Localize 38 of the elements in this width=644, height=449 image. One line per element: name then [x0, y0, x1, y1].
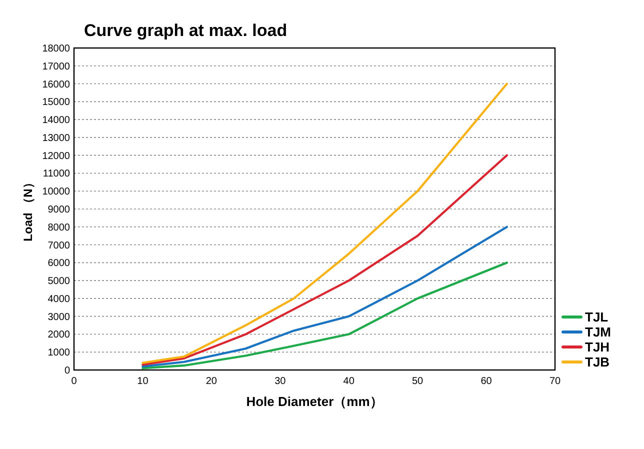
y-tick-label: 0: [64, 366, 70, 376]
line-series: [142, 226, 508, 368]
y-tick-label: 8000: [48, 222, 70, 234]
x-tick-label: 60: [480, 376, 492, 387]
y-tick-label: 13000: [42, 132, 70, 144]
y-tick-label: 16000: [42, 79, 70, 90]
legend-label: TJB: [585, 354, 610, 370]
y-tick-label: 18000: [42, 44, 70, 54]
y-tick-label: 5000: [48, 276, 70, 288]
legend-label: TJM: [585, 324, 611, 340]
legend-label: TJH: [585, 340, 610, 354]
line-series: [142, 82, 508, 364]
y-tick-label: 15000: [42, 97, 70, 108]
y-tick-label: 1000: [48, 348, 70, 359]
x-tick-label: 70: [549, 376, 561, 387]
x-tick-label: 30: [274, 376, 286, 387]
x-axis-title: Hole Diameter（mm）: [246, 394, 383, 409]
line-series: [142, 262, 508, 370]
x-tick-label: 40: [343, 376, 355, 387]
y-tick-label: 9000: [48, 204, 70, 216]
x-tick-label: 0: [71, 376, 78, 387]
y-tick-label: 7000: [48, 240, 70, 252]
x-tick-label: 50: [412, 376, 424, 387]
y-tick-label: 12000: [42, 150, 70, 162]
y-tick-label: 3000: [48, 312, 70, 323]
line-series: [142, 154, 508, 366]
legend-label: TJL: [585, 310, 608, 324]
y-tick-label: 14000: [42, 115, 70, 126]
x-tick-label: 10: [137, 376, 149, 387]
y-tick-label: 2000: [48, 330, 70, 341]
x-tick-label: 20: [206, 376, 218, 387]
y-tick-label: 11000: [42, 168, 70, 180]
y-tick-label: 10000: [42, 186, 70, 198]
y-tick-label: 17000: [42, 61, 70, 72]
y-axis-title: Load （N）: [21, 176, 35, 242]
y-tick-label: 4000: [48, 294, 70, 305]
y-tick-label: 6000: [48, 258, 70, 270]
chart-title: Curve graph at max. load: [84, 21, 288, 40]
